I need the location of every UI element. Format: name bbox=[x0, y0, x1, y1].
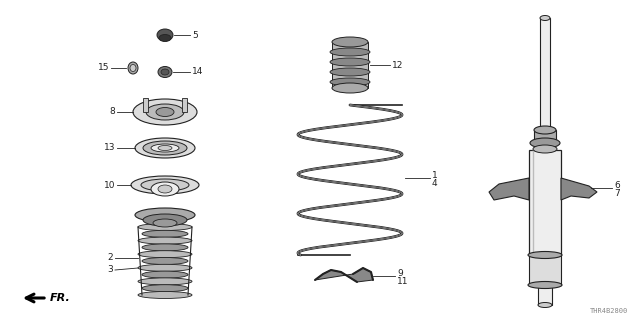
Ellipse shape bbox=[130, 65, 136, 71]
Ellipse shape bbox=[534, 126, 556, 134]
Ellipse shape bbox=[143, 141, 187, 155]
Bar bbox=[529, 255, 561, 285]
Ellipse shape bbox=[330, 58, 370, 66]
Ellipse shape bbox=[142, 230, 188, 237]
Ellipse shape bbox=[146, 104, 184, 120]
Text: 2: 2 bbox=[108, 253, 113, 262]
Text: 1: 1 bbox=[432, 171, 438, 180]
Ellipse shape bbox=[533, 145, 557, 153]
Ellipse shape bbox=[159, 35, 171, 42]
Text: THR4B2800: THR4B2800 bbox=[589, 308, 628, 314]
Ellipse shape bbox=[151, 144, 179, 152]
Ellipse shape bbox=[141, 179, 189, 191]
Polygon shape bbox=[489, 178, 529, 200]
Ellipse shape bbox=[330, 48, 370, 56]
Ellipse shape bbox=[528, 282, 562, 289]
Ellipse shape bbox=[158, 146, 172, 150]
Text: 9: 9 bbox=[397, 268, 403, 277]
Ellipse shape bbox=[143, 214, 187, 226]
Ellipse shape bbox=[156, 108, 174, 116]
Bar bbox=[529, 150, 561, 255]
Text: 15: 15 bbox=[97, 63, 109, 73]
Ellipse shape bbox=[138, 278, 192, 285]
Text: 8: 8 bbox=[109, 108, 115, 116]
Ellipse shape bbox=[534, 141, 556, 149]
Ellipse shape bbox=[153, 219, 177, 227]
Ellipse shape bbox=[151, 182, 179, 196]
Ellipse shape bbox=[142, 285, 188, 292]
Text: 11: 11 bbox=[397, 276, 408, 285]
Bar bbox=[182, 98, 187, 112]
Bar bbox=[540, 18, 550, 140]
Ellipse shape bbox=[138, 223, 192, 230]
Ellipse shape bbox=[135, 208, 195, 222]
Text: 3: 3 bbox=[108, 266, 113, 275]
Text: 10: 10 bbox=[104, 180, 115, 189]
Ellipse shape bbox=[142, 258, 188, 265]
Ellipse shape bbox=[530, 138, 560, 148]
Ellipse shape bbox=[540, 15, 550, 20]
Text: 12: 12 bbox=[392, 60, 403, 69]
Ellipse shape bbox=[158, 185, 172, 193]
Ellipse shape bbox=[138, 251, 192, 258]
Ellipse shape bbox=[161, 69, 169, 75]
Ellipse shape bbox=[128, 62, 138, 74]
Text: 6: 6 bbox=[614, 181, 620, 190]
Text: FR.: FR. bbox=[50, 293, 71, 303]
Text: 4: 4 bbox=[432, 180, 438, 188]
Ellipse shape bbox=[133, 99, 197, 125]
Ellipse shape bbox=[138, 292, 192, 299]
Ellipse shape bbox=[131, 176, 199, 194]
Ellipse shape bbox=[142, 244, 188, 251]
Polygon shape bbox=[561, 178, 597, 200]
Bar bbox=[534, 130, 556, 145]
Ellipse shape bbox=[528, 252, 562, 259]
Ellipse shape bbox=[158, 67, 172, 77]
Ellipse shape bbox=[330, 68, 370, 76]
Text: 5: 5 bbox=[192, 30, 198, 39]
Ellipse shape bbox=[332, 83, 368, 93]
Ellipse shape bbox=[142, 271, 188, 278]
Ellipse shape bbox=[330, 78, 370, 86]
Text: 14: 14 bbox=[192, 68, 204, 76]
Ellipse shape bbox=[332, 37, 368, 47]
Ellipse shape bbox=[157, 29, 173, 41]
Bar bbox=[143, 98, 148, 112]
Text: 13: 13 bbox=[104, 143, 115, 153]
Ellipse shape bbox=[538, 302, 552, 308]
Bar bbox=[332, 42, 368, 88]
Bar bbox=[538, 285, 552, 305]
Ellipse shape bbox=[138, 264, 192, 271]
Polygon shape bbox=[315, 268, 373, 282]
Text: 7: 7 bbox=[614, 189, 620, 198]
Ellipse shape bbox=[138, 237, 192, 244]
Ellipse shape bbox=[135, 138, 195, 158]
